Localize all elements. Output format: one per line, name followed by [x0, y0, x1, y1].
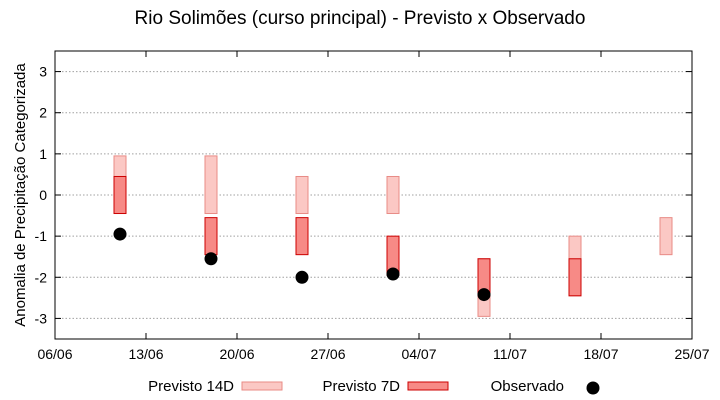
legend-swatch-1: [407, 381, 449, 391]
y-tick-label: -2: [35, 269, 48, 285]
observed-point: [204, 252, 218, 266]
x-tick-label: 13/06: [128, 346, 163, 362]
legend-swatch-0: [241, 381, 283, 391]
y-tick-label: 3: [39, 64, 47, 80]
legend-label-2: Observado: [491, 378, 564, 395]
chart-title: Rio Solimões (curso principal) - Previst…: [134, 8, 586, 29]
x-tick-label: 20/06: [219, 346, 254, 362]
y-tick-label: 2: [39, 105, 47, 121]
x-tick-label: 25/07: [674, 346, 709, 362]
observed-point: [477, 288, 491, 302]
legend-label-1: Previsto 7D: [322, 378, 400, 395]
y-tick-label: 0: [39, 187, 47, 203]
y-tick-label: -3: [35, 310, 48, 326]
range-bar-7d: [204, 217, 218, 256]
plot-border: [54, 50, 693, 340]
observed-point: [386, 267, 400, 281]
range-bar-14d: [386, 175, 400, 215]
range-bar-7d: [568, 258, 582, 297]
observed-point: [113, 227, 127, 241]
x-tick-label: 18/07: [583, 346, 618, 362]
range-bar-14d: [204, 155, 218, 215]
x-tick-label: 11/07: [493, 346, 527, 362]
x-tick-label: 04/07: [401, 346, 436, 362]
y-axis-label: Anomalia de Precipitação Categorizada: [12, 63, 29, 327]
range-bar-7d: [295, 217, 309, 256]
observed-point: [295, 270, 309, 284]
legend-label-0: Previsto 14D: [148, 378, 234, 395]
legend-swatch-2: [586, 381, 600, 395]
range-bar-14d: [659, 217, 673, 256]
x-tick-label: 06/06: [37, 346, 72, 362]
y-tick-label: -1: [35, 228, 48, 244]
x-tick-label: 27/06: [310, 346, 345, 362]
range-bar-7d: [113, 175, 127, 215]
y-tick-label: 1: [39, 146, 47, 162]
range-bar-14d: [295, 175, 309, 215]
